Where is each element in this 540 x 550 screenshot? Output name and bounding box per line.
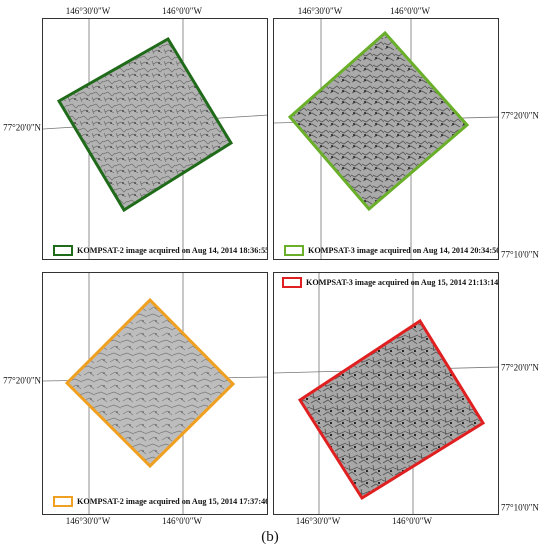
legend-label: KOMPSAT-2 image acquired on Aug 14, 2014… <box>77 246 268 255</box>
lon-label-146-30-bottom-right: 146°30'0"W <box>295 516 341 526</box>
legend-swatch <box>53 496 73 507</box>
lon-label-146-30-bottom-left: 146°30'0"W <box>65 516 111 526</box>
lat-label-77-20-right-bottom: 77°20'0"N <box>501 362 539 373</box>
sea-ice-texture <box>290 33 467 209</box>
lat-label-77-20-left-top: 77°20'0"N <box>3 122 41 133</box>
lon-label-146-0-bottom-right: 146°0'0"W <box>392 516 432 526</box>
lon-label-146-0-bottom-left: 146°0'0"W <box>162 516 202 526</box>
image-footprint-outline <box>56 36 234 213</box>
lat-label-77-10-right-bottom: 77°10'0"N <box>501 502 539 513</box>
lat-label-77-20-right-top: 77°20'0"N <box>501 110 539 121</box>
image-footprint-outline <box>287 30 470 212</box>
lon-label-146-30-top-left: 146°30'0"W <box>65 6 111 16</box>
legend-bottom-left: KOMPSAT-2 image acquired on Aug 15, 2014… <box>53 496 268 507</box>
map-panel-bottom-right: KOMPSAT-3 image acquired on Aug 15, 2014… <box>273 272 499 515</box>
map-panel-top-left-canvas <box>43 19 267 259</box>
sea-ice-texture <box>59 39 231 210</box>
legend-bottom-right: KOMPSAT-3 image acquired on Aug 15, 2014… <box>282 277 498 288</box>
sea-ice-texture <box>300 321 483 498</box>
map-panel-bottom-right-canvas <box>274 273 498 514</box>
map-panel-top-right-canvas <box>274 19 498 259</box>
map-panel-bottom-left-canvas <box>43 273 267 514</box>
legend-top-left: KOMPSAT-2 image acquired on Aug 14, 2014… <box>53 245 268 256</box>
legend-label: KOMPSAT-2 image acquired on Aug 15, 2014… <box>77 497 268 506</box>
lon-label-146-0-top-right: 146°0'0"W <box>390 6 430 16</box>
legend-top-right: KOMPSAT-3 image acquired on Aug 14, 2014… <box>284 245 499 256</box>
legend-swatch <box>282 277 302 288</box>
map-panel-bottom-left: KOMPSAT-2 image acquired on Aug 15, 2014… <box>42 272 268 515</box>
lon-label-146-30-top-right: 146°30'0"W <box>297 6 343 16</box>
sea-ice-texture <box>67 300 233 466</box>
image-footprint-outline <box>297 318 486 501</box>
image-footprint-outline <box>64 297 236 469</box>
legend-swatch <box>284 245 304 256</box>
lat-label-77-10-right-top: 77°10'0"N <box>501 249 539 260</box>
legend-label: KOMPSAT-3 image acquired on Aug 14, 2014… <box>308 246 499 255</box>
lat-label-77-20-left-bottom: 77°20'0"N <box>3 375 41 386</box>
map-panel-top-right: KOMPSAT-3 image acquired on Aug 14, 2014… <box>273 18 499 260</box>
legend-label: KOMPSAT-3 image acquired on Aug 15, 2014… <box>306 278 499 287</box>
figure-caption: (b) <box>261 529 279 545</box>
legend-swatch <box>53 245 73 256</box>
lon-label-146-0-top-left: 146°0'0"W <box>162 6 202 16</box>
map-panel-top-left: KOMPSAT-2 image acquired on Aug 14, 2014… <box>42 18 268 260</box>
